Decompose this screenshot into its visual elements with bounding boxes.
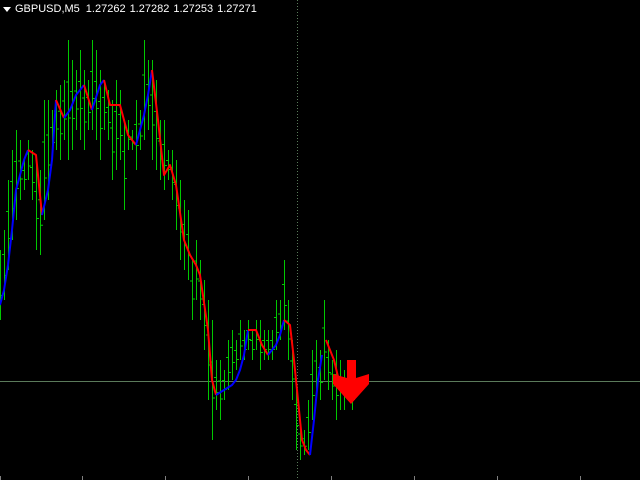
low-price: 1.27253: [173, 3, 214, 15]
indicator-down-segment: [103, 79, 137, 146]
chart-menu-triangle-icon[interactable]: [3, 6, 11, 12]
close-price: 1.27271: [217, 3, 257, 15]
symbol-timeframe-label: GBPUSD,M5: [15, 3, 80, 15]
indicator-down-segment: [55, 99, 65, 119]
price-bars: [0, 40, 355, 460]
indicator-up-segment: [267, 319, 285, 356]
indicator-up-segment: [41, 99, 57, 216]
trend-indicator-line: [0, 69, 351, 456]
indicator-up-segment: [215, 329, 249, 396]
high-price: 1.27282: [129, 3, 170, 15]
indicator-up-segment: [0, 149, 29, 306]
chart-header: GBPUSD,M5 1.27262 1.27282 1.27253 1.2727…: [2, 2, 261, 16]
indicator-down-segment: [248, 329, 269, 356]
time-axis-ticks: [0, 476, 581, 480]
sell-arrow-down-icon: [333, 360, 369, 404]
indicator-up-segment: [63, 84, 85, 119]
indicator-up-segment: [309, 354, 323, 456]
open-price: 1.27262: [85, 3, 126, 15]
indicator-up-segment: [91, 79, 105, 111]
indicator-down-segment: [151, 69, 217, 396]
indicator-down-segment: [27, 149, 43, 216]
indicator-down-segment: [83, 84, 93, 111]
indicator-down-segment: [283, 319, 311, 456]
indicator-up-segment: [135, 69, 153, 146]
